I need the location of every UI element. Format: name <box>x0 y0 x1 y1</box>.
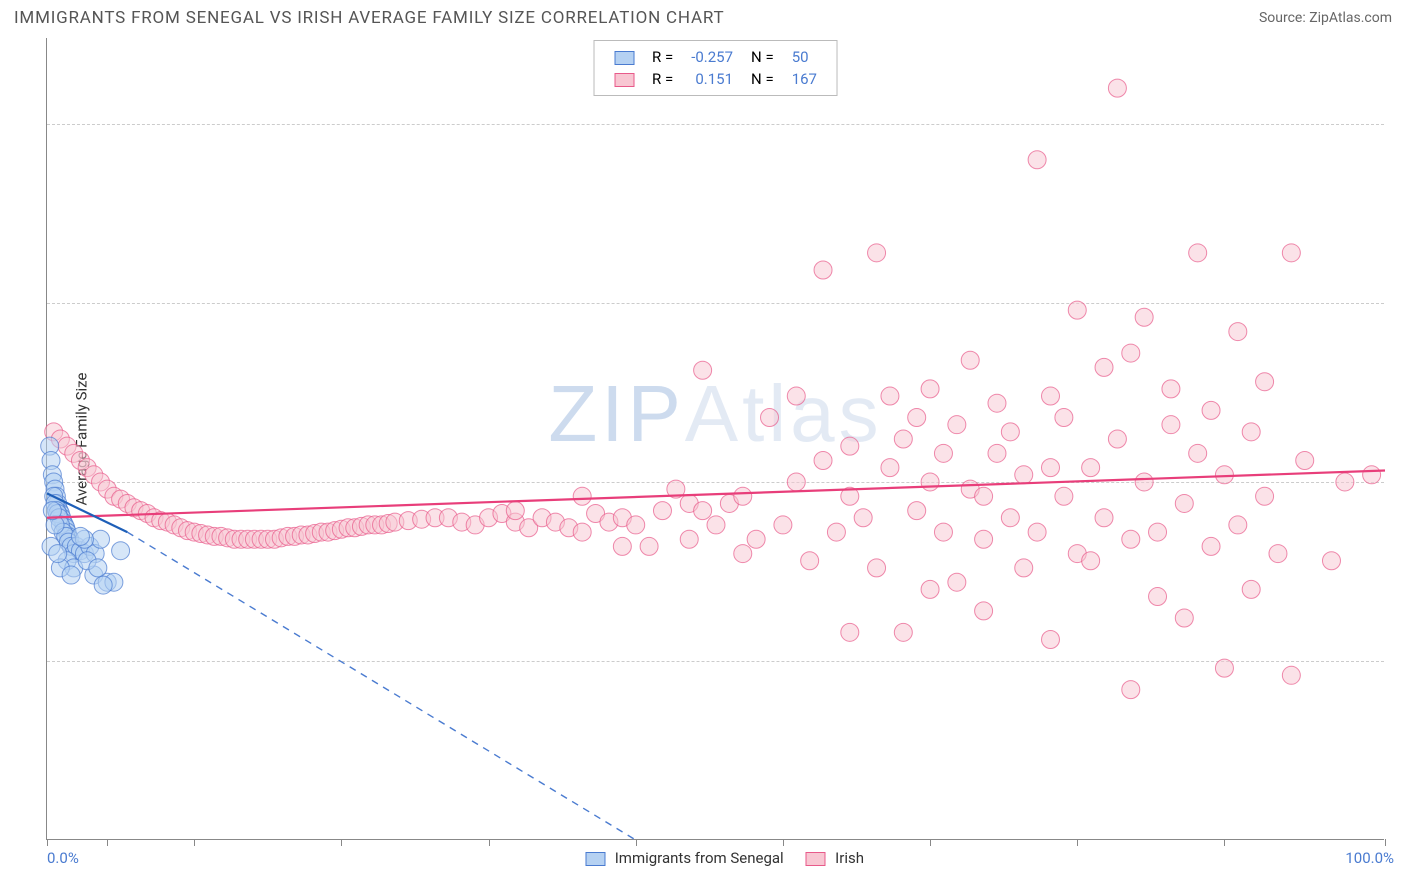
legend-series-names: Immigrants from Senegal Irish <box>567 849 864 867</box>
legend-r-value-1: -0.257 <box>683 47 741 67</box>
legend-r-label: R = <box>644 69 681 89</box>
legend-n-label: N = <box>743 69 782 89</box>
x-axis-label-max: 100.0% <box>1345 849 1394 867</box>
chart-title: IMMIGRANTS FROM SENEGAL VS IRISH AVERAGE… <box>14 8 724 28</box>
legend-r-value-2: 0.151 <box>683 69 741 89</box>
x-axis-label-min: 0.0% <box>47 849 79 867</box>
swatch-series2 <box>614 73 634 87</box>
chart-header: IMMIGRANTS FROM SENEGAL VS IRISH AVERAGE… <box>0 0 1406 32</box>
legend-label-series2: Irish <box>835 849 864 867</box>
legend-n-value-1: 50 <box>784 47 825 67</box>
swatch-series1 <box>614 51 634 65</box>
legend-n-value-2: 167 <box>784 69 825 89</box>
swatch-series1-bottom <box>585 852 605 866</box>
chart-plot-area: ZIPAtlas Average Family Size 2.253.504.7… <box>46 38 1384 840</box>
swatch-series2-bottom <box>805 852 825 866</box>
legend-label-series1: Immigrants from Senegal <box>615 849 784 867</box>
legend-row-series2: R = 0.151 N = 167 <box>606 69 825 89</box>
legend-row-series1: R = -0.257 N = 50 <box>606 47 825 67</box>
chart-source: Source: ZipAtlas.com <box>1259 10 1392 26</box>
legend-correlation-box: R = -0.257 N = 50 R = 0.151 N = 167 <box>593 40 838 96</box>
legend-n-label: N = <box>743 47 782 67</box>
scatter-plot-svg <box>47 38 1384 839</box>
legend-r-label: R = <box>644 47 681 67</box>
